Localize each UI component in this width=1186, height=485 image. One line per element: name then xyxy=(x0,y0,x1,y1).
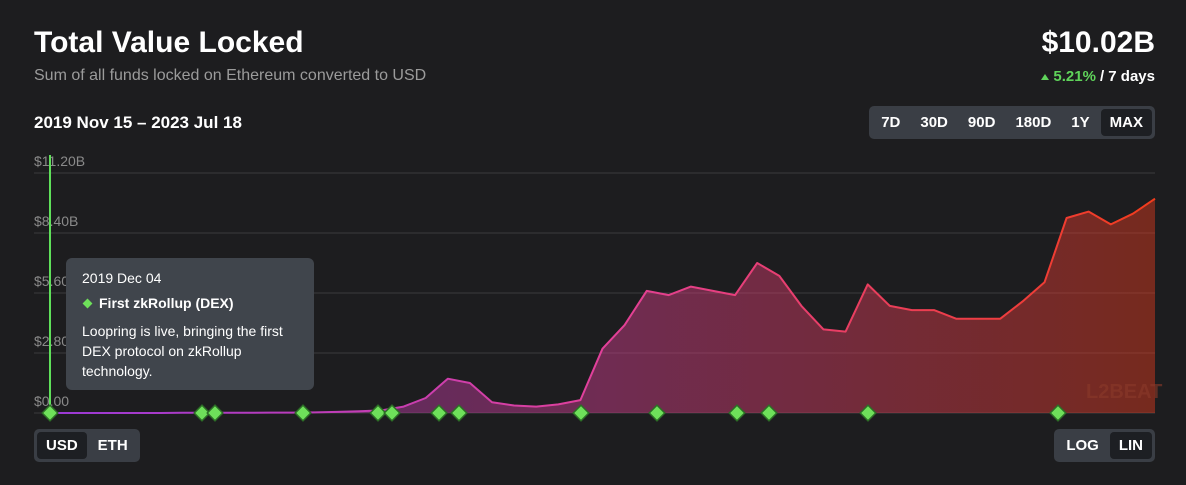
date-range: 2019 Nov 15 – 2023 Jul 18 xyxy=(34,113,242,132)
milestone-icon xyxy=(193,404,211,422)
toggle-button[interactable]: 180D xyxy=(1015,114,1052,131)
milestone-icon xyxy=(430,404,448,422)
y-tick-label: $0.00 xyxy=(34,393,69,409)
milestone-icon xyxy=(1049,404,1067,422)
toggle-button[interactable]: 30D xyxy=(920,114,948,131)
area-line xyxy=(50,197,1156,414)
area-fill xyxy=(50,198,1155,413)
milestone-icon xyxy=(383,404,401,422)
tvl-value: $10.02B xyxy=(1041,26,1155,59)
milestone-icon xyxy=(859,404,877,422)
toggle-button[interactable]: 1Y xyxy=(1071,114,1090,131)
milestone-icon xyxy=(572,404,590,422)
tooltip: 2019 Dec 04 First zkRollup (DEX) Looprin… xyxy=(66,258,314,390)
tooltip-text: Loopring is live, bringing the first DEX… xyxy=(82,323,283,379)
up-arrow xyxy=(1041,73,1050,80)
milestone-icon xyxy=(728,404,746,422)
unit-buttons: USD ETH xyxy=(34,429,140,462)
tooltip-title-row: First zkRollup (DEX) xyxy=(82,295,298,311)
toggle-button[interactable]: ETH xyxy=(97,437,128,454)
change: 5.21% xyxy=(1053,68,1096,85)
milestone-icon xyxy=(648,404,666,422)
toggle-button[interactable]: 90D xyxy=(967,114,996,131)
milestone-icon xyxy=(41,404,59,422)
toggle-button[interactable]: 7D xyxy=(881,114,901,131)
milestone-icon xyxy=(760,404,778,422)
milestone-icon xyxy=(369,404,387,422)
change-row: 5.21% / 7 days xyxy=(1041,68,1155,85)
tooltip-date: 2019 Dec 04 xyxy=(82,270,162,286)
toggle-button[interactable]: LIN xyxy=(1109,432,1152,459)
title: Total Value Locked xyxy=(34,26,304,59)
milestones xyxy=(41,404,1067,422)
scale-buttons: LOG LIN xyxy=(1054,429,1155,462)
range-buttons: 7D 30D 90D 180D 1Y MAX xyxy=(869,106,1155,139)
tooltip-title: First zkRollup (DEX) xyxy=(99,295,234,311)
toggle-button[interactable]: USD xyxy=(37,432,87,459)
toggle-button[interactable]: MAX xyxy=(1100,109,1152,136)
y-tick-label: $8.40B xyxy=(34,213,78,229)
y-tick-label: $11.20B xyxy=(34,153,85,169)
period: / 7 days xyxy=(1099,68,1155,85)
subtitle: Sum of all funds locked on Ethereum conv… xyxy=(34,67,427,84)
milestone-icon xyxy=(294,404,312,422)
diamond-icon xyxy=(82,298,93,308)
toggle-button[interactable]: LOG xyxy=(1066,437,1099,454)
milestone-icon xyxy=(206,404,224,422)
watermark: L2BEAT xyxy=(1086,381,1162,403)
milestone-icon xyxy=(450,404,468,422)
